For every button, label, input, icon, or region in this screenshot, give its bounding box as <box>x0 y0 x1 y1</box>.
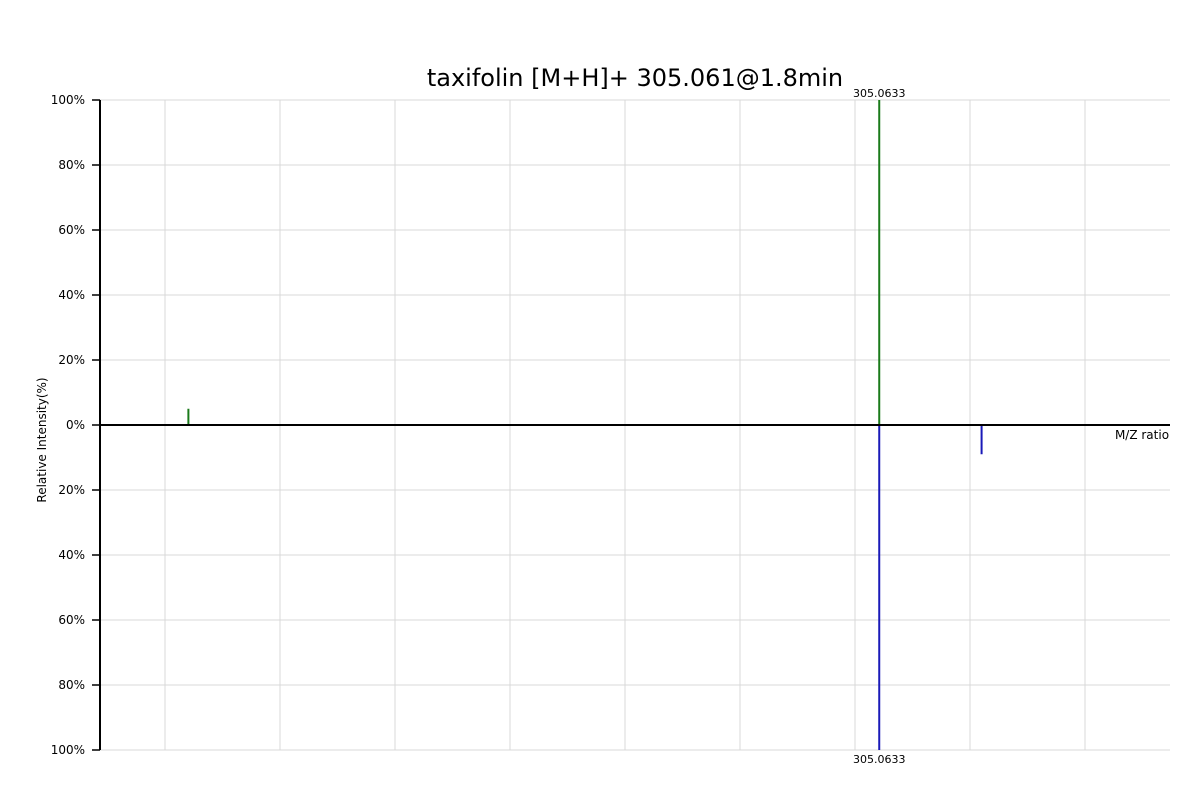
peaks: 305.0633 305.0633 <box>187 87 983 766</box>
y-tick-label: 20% <box>58 483 85 497</box>
y-tick-label: 80% <box>58 678 85 692</box>
y-axis-label: Relative Intensity(%) <box>35 377 49 502</box>
y-tick-label: 100% <box>51 743 85 757</box>
x-axis-label: M/Z ratio <box>1115 428 1169 442</box>
chart-title: taxifolin [M+H]+ 305.061@1.8min <box>427 64 843 92</box>
y-tick-label: 60% <box>58 223 85 237</box>
y-tick-label: 0% <box>66 418 85 432</box>
y-tick-label: 40% <box>58 548 85 562</box>
bottom-peak-label: 305.0633 <box>853 753 906 766</box>
axes <box>99 100 1170 750</box>
y-tick-label: 60% <box>58 613 85 627</box>
y-ticks: 100% 80% 60% 40% 20% 0% 20% 40% 60% 80% 100% <box>51 93 100 757</box>
y-tick-label: 20% <box>58 353 85 367</box>
y-tick-label: 40% <box>58 288 85 302</box>
y-tick-label: 80% <box>58 158 85 172</box>
y-tick-label: 100% <box>51 93 85 107</box>
top-peak-label: 305.0633 <box>853 87 906 100</box>
